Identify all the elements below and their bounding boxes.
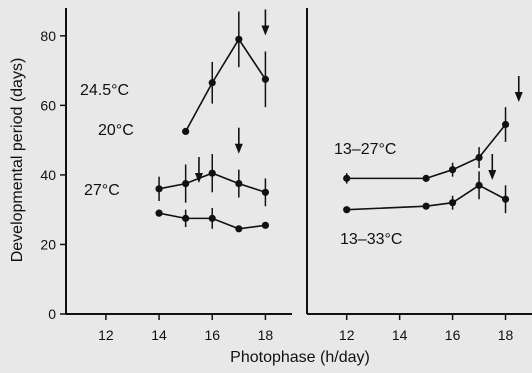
x-tick-label-fluctuating: 18 [498,327,514,343]
y-tick-label-constant: 40 [40,167,56,183]
data-point-13-33-C [343,206,351,214]
data-point-27-C [155,209,163,217]
data-point-27-C [208,214,216,222]
data-point-13-33-C [475,181,483,189]
data-point-13-27-C [448,166,457,174]
data-point-24-5-C [182,180,190,188]
data-point-13-27-C [343,174,351,182]
data-point-13-27-C [501,120,510,129]
series-label-13-27-C: 13–27°C [334,141,396,158]
data-point-20-C [235,35,243,43]
x-tick-label-fluctuating: 16 [445,327,461,343]
x-tick-label-constant: 14 [151,327,167,343]
data-point-27-C [261,221,270,229]
arrow-marker-head-13-27-C [514,92,523,102]
data-point-13-33-C [422,202,430,210]
data-point-27-C [235,225,243,233]
arrow-marker-head-27-C [194,173,203,183]
data-point-13-27-C [422,174,430,182]
data-point-20-C [261,75,270,83]
data-point-24-5-C [235,180,243,188]
series-label-13-33-C: 13–33°C [340,231,402,248]
plot-area: 12 14 16 18 0 20 40 60 80 20°C 24.5°C 27°C 12 14 16 18 1… [40,8,532,343]
y-tick-label-constant: 0 [48,306,56,322]
x-axis-label: Photophase (h/day) [230,349,370,366]
arrow-marker-head-20-C [261,25,270,36]
x-tick-label-constant: 16 [204,327,220,343]
series-label-27-C: 27°C [84,182,120,199]
arrow-marker-head-24-5-C [234,143,243,154]
data-point-24-5-C [155,185,163,193]
data-point-13-27-C [475,153,483,162]
x-tick-label-fluctuating: 12 [339,327,355,343]
data-point-27-C [182,214,190,222]
data-point-20-C [182,127,190,136]
data-point-13-33-C [448,199,457,207]
y-tick-label-constant: 60 [40,97,56,113]
y-tick-label-constant: 80 [40,28,56,44]
x-tick-label-fluctuating: 14 [392,327,408,343]
data-point-13-33-C [501,195,510,203]
arrow-marker-head-13-33-C [488,170,497,180]
data-point-24-5-C [208,169,216,177]
y-axis-label: Developmental period (days) [9,58,26,263]
x-tick-label-constant: 18 [258,327,274,343]
y-tick-label-constant: 20 [40,236,56,252]
data-point-24-5-C [261,188,270,196]
series-label-24-5-C: 24.5°C [80,82,129,99]
x-tick-label-constant: 12 [98,327,114,343]
series-line-20-C [184,37,267,132]
data-point-20-C [208,79,216,87]
series-label-20-C: 20°C [98,122,134,139]
